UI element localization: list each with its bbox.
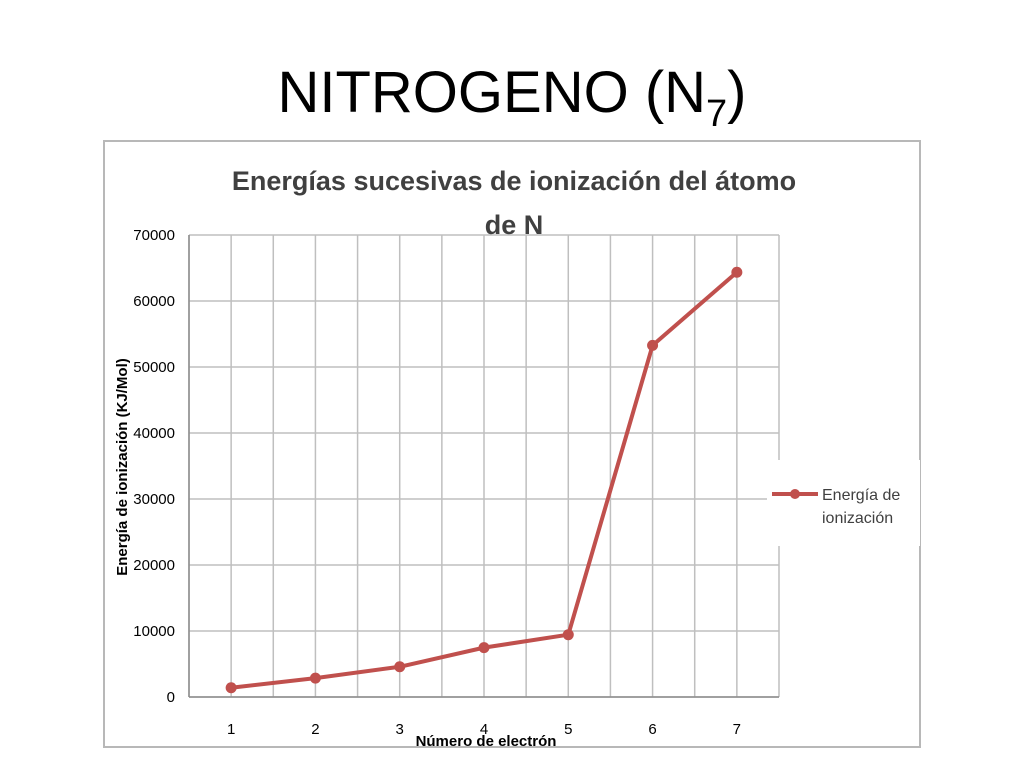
x-tick-label: 7 [733, 721, 741, 738]
slide-title-end: ) [727, 60, 747, 125]
legend-marker [790, 489, 800, 499]
y-tick-label: 30000 [133, 491, 175, 508]
y-tick-label: 0 [167, 689, 175, 706]
y-tick-label: 60000 [133, 293, 175, 310]
grid-layer [188, 234, 780, 698]
legend-box [767, 460, 920, 546]
x-tick-label: 4 [480, 721, 488, 738]
axis-layer: 0 10000 20000 30000 40000 50000 60000 70000 1 2 3 4… [133, 227, 779, 738]
legend-label-line-2: ionización [822, 510, 893, 527]
data-point [394, 661, 406, 673]
data-point [647, 339, 659, 351]
slide-title-subscript: 7 [706, 93, 728, 135]
data-point [731, 266, 743, 278]
data-point [478, 642, 490, 654]
y-tick-label: 10000 [133, 623, 175, 640]
x-tick-label: 1 [227, 721, 235, 738]
x-tick-label: 6 [648, 721, 656, 738]
y-axis-label: Energía de ionización (KJ/Mol) [114, 358, 131, 576]
legend: Energía de ionización [767, 460, 920, 546]
slide-title-main: NITROGENO (N [277, 60, 707, 125]
data-point [225, 682, 237, 694]
y-tick-label: 50000 [133, 359, 175, 376]
series-layer [225, 266, 743, 694]
y-tick-label: 20000 [133, 557, 175, 574]
y-tick-label: 70000 [133, 227, 175, 244]
data-point [562, 629, 574, 641]
chart-title-line-1: Energías sucesivas de ionización del áto… [232, 166, 796, 196]
x-tick-label: 2 [311, 721, 319, 738]
chart-title-line-2: de N [485, 210, 544, 240]
x-axis-label: Número de electrón [416, 733, 557, 750]
chart-svg: 0 10000 20000 30000 40000 50000 60000 70000 1 2 3 4… [114, 166, 920, 750]
legend-label-line-1: Energía de [822, 487, 900, 504]
y-tick-label: 40000 [133, 425, 175, 442]
x-tick-label: 3 [396, 721, 404, 738]
data-point [309, 672, 321, 684]
slide-title: NITROGENO (N7) [0, 58, 1024, 149]
chart-frame: 0 10000 20000 30000 40000 50000 60000 70000 1 2 3 4… [103, 140, 921, 750]
text-layer: Energías sucesivas de ionización del áto… [114, 166, 796, 750]
x-tick-label: 5 [564, 721, 572, 738]
